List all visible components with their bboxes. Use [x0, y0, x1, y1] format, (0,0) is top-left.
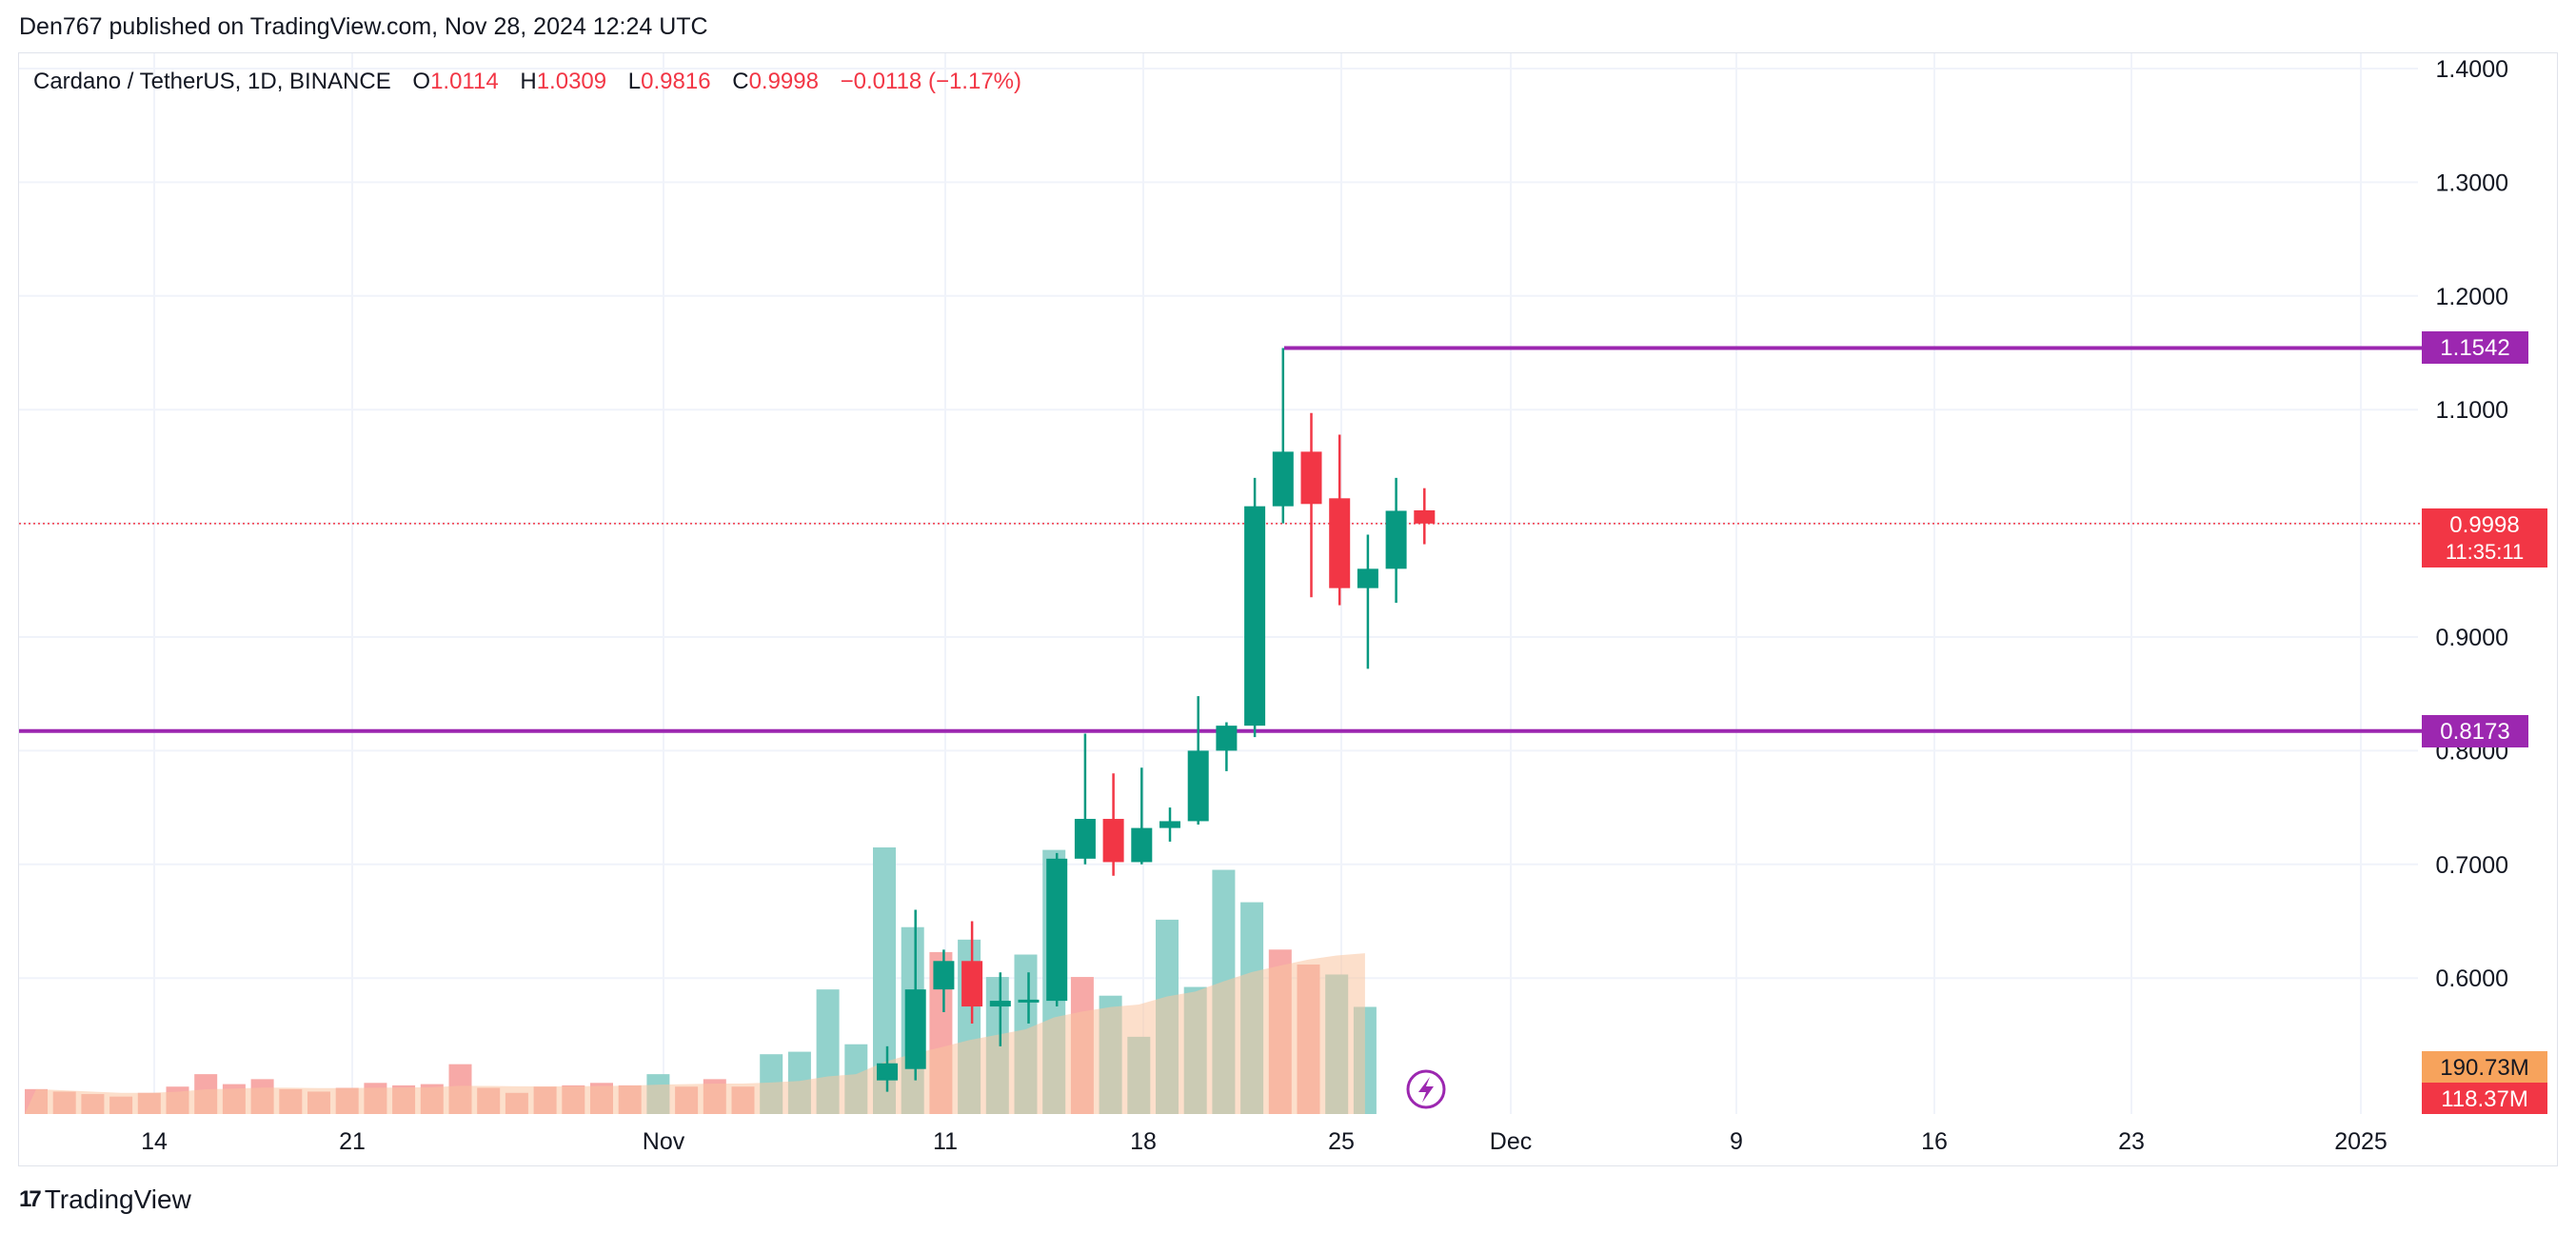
legend-high-value: 1.0309 — [537, 69, 606, 94]
candle — [1074, 733, 1096, 865]
candle-body — [961, 961, 983, 1007]
candle — [1102, 773, 1124, 876]
price-axis: 1.40001.30001.20001.10000.90000.80000.70… — [2436, 56, 2508, 992]
publish-info: Den767 published on TradingView.com, Nov… — [19, 13, 708, 40]
candle — [1018, 972, 1040, 1024]
candle — [904, 909, 926, 1081]
x-tick-label: 18 — [1130, 1128, 1157, 1155]
volume-ma-area — [25, 953, 1365, 1114]
current-price-text: 0.9998 — [2449, 512, 2519, 538]
legend-symbol: Cardano / TetherUS, 1D, BINANCE — [33, 69, 391, 94]
candle-body — [1329, 498, 1351, 588]
legend-close-value: 0.9998 — [749, 69, 819, 94]
candle-body — [989, 1001, 1011, 1007]
x-tick-label: Dec — [1490, 1128, 1532, 1155]
candle — [1414, 488, 1436, 545]
candle — [989, 972, 1011, 1046]
candle — [1187, 696, 1209, 826]
legend-open-label: O — [412, 69, 430, 94]
candle-body — [1046, 858, 1068, 1002]
volume-upper-text: 190.73M — [2440, 1055, 2528, 1081]
x-tick-label: Nov — [643, 1128, 685, 1155]
x-tick-label: 25 — [1328, 1128, 1355, 1155]
support-price-text: 0.8173 — [2440, 719, 2509, 745]
candle-body — [904, 989, 926, 1069]
x-tick-label: 11 — [933, 1128, 958, 1155]
candle — [1385, 477, 1407, 604]
resistance-price-text: 1.1542 — [2440, 335, 2509, 361]
y-tick-label: 1.1000 — [2436, 397, 2508, 424]
time-axis: 14 21 Nov 11 18 25 Dec 9 16 23 2025 — [141, 1128, 2388, 1155]
candle-body — [1018, 999, 1040, 1003]
tradingview-brand: TradingView — [44, 1184, 191, 1214]
candle — [1357, 534, 1378, 669]
legend-close-label: C — [732, 69, 748, 94]
candle-body — [1187, 750, 1209, 822]
candle-body — [1131, 827, 1153, 863]
x-tick-label: 14 — [141, 1128, 168, 1155]
candle-body — [1272, 451, 1294, 507]
x-tick-label: 21 — [339, 1128, 366, 1155]
y-tick-label: 0.7000 — [2436, 852, 2508, 879]
legend-low-value: 0.9816 — [641, 69, 710, 94]
countdown-text: 11:35:11 — [2446, 540, 2524, 564]
tradingview-logo-mark: 17 — [19, 1186, 42, 1212]
volume-upper-label: 190.73M — [2422, 1051, 2547, 1083]
x-tick-label: 2025 — [2334, 1128, 2388, 1155]
tradingview-logo[interactable]: 17 TradingView — [19, 1184, 191, 1215]
candle-body — [933, 961, 955, 990]
x-tick-label: 23 — [2118, 1128, 2145, 1155]
candle — [961, 921, 983, 1024]
candle-body — [1385, 510, 1407, 569]
legend-open-value: 1.0114 — [430, 69, 499, 94]
candle — [877, 1045, 898, 1092]
candle-body — [1074, 819, 1096, 859]
x-tick-label: 16 — [1921, 1128, 1948, 1155]
lightning-icon[interactable] — [1406, 1069, 1446, 1109]
chart-frame[interactable] — [18, 52, 2558, 1166]
candle-body — [1414, 509, 1436, 524]
legend-low-label: L — [628, 69, 641, 94]
candle — [933, 949, 955, 1013]
support-price-label: 0.8173 — [2422, 715, 2528, 747]
candle — [1300, 412, 1322, 598]
candle — [1216, 722, 1238, 771]
candle-body — [1300, 451, 1322, 505]
candle-body — [1102, 819, 1124, 863]
candle — [1131, 767, 1153, 865]
candle-body — [1244, 506, 1266, 726]
resistance-price-label: 1.1542 — [2422, 331, 2528, 364]
candle-body — [877, 1063, 898, 1081]
volume-lower-label: 118.37M — [2422, 1083, 2547, 1114]
y-tick-label: 1.3000 — [2436, 169, 2508, 196]
candle — [1046, 852, 1068, 1007]
candle-body — [1159, 821, 1180, 828]
y-tick-label: 1.2000 — [2436, 284, 2508, 310]
candle-body — [1216, 726, 1238, 751]
y-tick-label: 1.4000 — [2436, 56, 2508, 83]
candle — [1272, 348, 1294, 524]
y-tick-label: 0.9000 — [2436, 625, 2508, 651]
candle — [1159, 807, 1180, 842]
legend-change: −0.0118 (−1.17%) — [841, 69, 1021, 94]
volume-ma-fill — [25, 953, 1365, 1114]
current-price-label: 0.9998 11:35:11 — [2422, 508, 2547, 567]
candle-body — [1357, 568, 1378, 588]
candle — [1244, 477, 1266, 738]
candlesticks[interactable] — [877, 348, 1436, 1092]
legend-high-label: H — [520, 69, 536, 94]
volume-lower-text: 118.37M — [2441, 1086, 2528, 1112]
svg-text:Cardano / TetherUS, 1D, BINANC: Cardano / TetherUS, 1D, BINANCE O1.0114 … — [33, 69, 1021, 94]
y-tick-label: 0.6000 — [2436, 965, 2508, 992]
candle — [1329, 434, 1351, 606]
x-tick-label: 9 — [1730, 1128, 1743, 1155]
horizontal-levels[interactable] — [19, 346, 2422, 733]
